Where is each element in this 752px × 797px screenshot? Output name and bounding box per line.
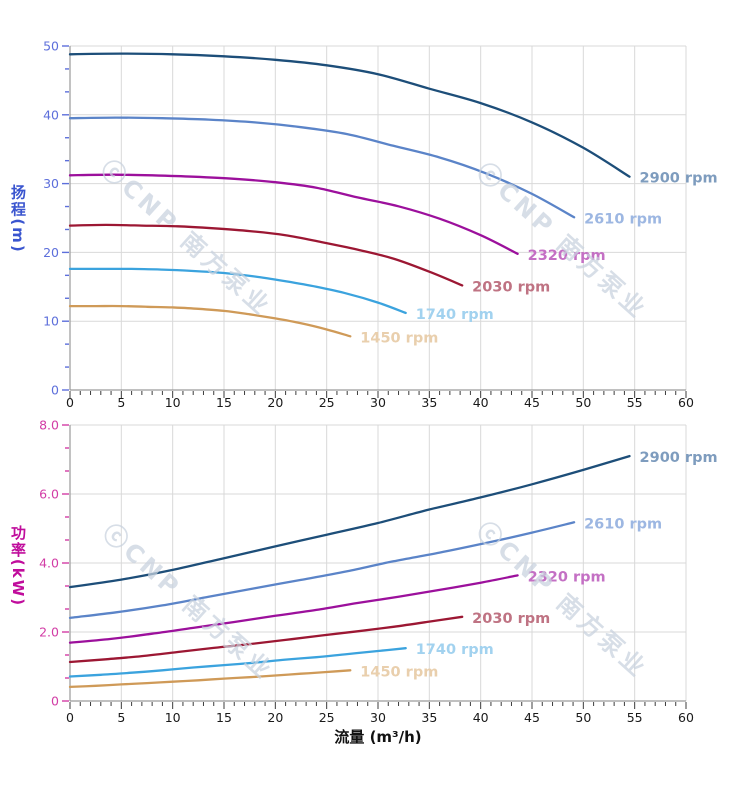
curve-2320-rpm <box>68 173 519 255</box>
x-tick-label: 60 <box>678 710 694 725</box>
curve-label-2610-rpm: 2610 rpm <box>584 516 662 532</box>
x-tick-label: 55 <box>627 710 643 725</box>
curve-2320-rpm <box>68 574 519 644</box>
y-tick-label: 40 <box>43 107 59 122</box>
curve-label-1740-rpm: 1740 rpm <box>416 642 494 658</box>
curve-label-1740-rpm: 1740 rpm <box>416 307 494 323</box>
x-tick-label: 30 <box>370 395 386 410</box>
curve-label-2610-rpm: 2610 rpm <box>584 211 662 227</box>
curve-2030-rpm <box>68 223 464 287</box>
x-tick-label: 0 <box>66 710 74 725</box>
x-tick-label: 50 <box>575 710 591 725</box>
curve-label-1450-rpm: 1450 rpm <box>360 664 438 680</box>
y-tick-label: 0 <box>51 383 59 398</box>
x-tick-label: 5 <box>117 710 125 725</box>
curve-1740-rpm <box>68 647 407 678</box>
y-tick-label: 2.0 <box>39 625 59 640</box>
curve-label-2030-rpm: 2030 rpm <box>472 279 550 295</box>
flow-axis-title: 流量 (m³/h) <box>334 728 422 746</box>
curve-2900-rpm <box>68 454 631 589</box>
x-tick-label: 15 <box>216 710 232 725</box>
x-tick-label: 5 <box>117 395 125 410</box>
head-axis-title: 扬程(m) <box>9 184 27 254</box>
curve-label-2900-rpm: 2900 rpm <box>640 171 718 187</box>
x-tick-label: 40 <box>473 395 489 410</box>
curve-1450-rpm <box>68 304 352 338</box>
power-curves-chart: 0 5 10 15 20 25 30 35 40 45 50 55 60 0 2.0 4.0 6.0 8.0 290… <box>39 418 717 726</box>
curve-label-2320-rpm: 2320 rpm <box>528 569 606 585</box>
x-tick-label: 25 <box>319 710 335 725</box>
curve-label-2030-rpm: 2030 rpm <box>472 611 550 627</box>
power-axis-title: 功率(kW) <box>9 524 27 608</box>
x-tick-label: 15 <box>216 395 232 410</box>
x-tick-label: 40 <box>473 710 489 725</box>
curve-2610-rpm <box>68 521 576 620</box>
curve-2900-rpm <box>68 52 631 178</box>
curve-label-2900-rpm: 2900 rpm <box>640 450 718 466</box>
curve-2610-rpm <box>68 116 576 219</box>
curve-label-1450-rpm: 1450 rpm <box>360 330 438 346</box>
x-tick-label: 35 <box>421 710 437 725</box>
x-tick-label: 0 <box>66 395 74 410</box>
x-tick-label: 10 <box>165 710 181 725</box>
head-curves-chart: 0 5 10 15 20 25 30 35 40 45 50 55 60 0 10 20 30 40 50 2900 … <box>43 39 717 411</box>
y-tick-label: 6.0 <box>39 487 59 502</box>
curve-1740-rpm <box>68 267 407 315</box>
x-tick-label: 35 <box>421 395 437 410</box>
x-tick-label: 45 <box>524 710 540 725</box>
y-tick-label: 4.0 <box>39 556 59 571</box>
y-tick-label: 8.0 <box>39 418 59 433</box>
x-tick-label: 30 <box>370 710 386 725</box>
x-tick-label: 25 <box>319 395 335 410</box>
curve-1450-rpm <box>68 669 352 689</box>
x-tick-label: 45 <box>524 395 540 410</box>
x-tick-label: 10 <box>165 395 181 410</box>
y-tick-label: 10 <box>43 314 59 329</box>
y-tick-label: 30 <box>43 176 59 191</box>
x-tick-label: 50 <box>575 395 591 410</box>
x-tick-label: 20 <box>267 395 283 410</box>
y-tick-label: 20 <box>43 245 59 260</box>
curve-label-2320-rpm: 2320 rpm <box>528 248 606 264</box>
y-tick-label: 50 <box>43 39 59 54</box>
y-tick-label: 0 <box>51 694 59 709</box>
x-tick-label: 60 <box>678 395 694 410</box>
curve-2030-rpm <box>68 615 464 664</box>
x-tick-label: 20 <box>267 710 283 725</box>
x-tick-label: 55 <box>627 395 643 410</box>
